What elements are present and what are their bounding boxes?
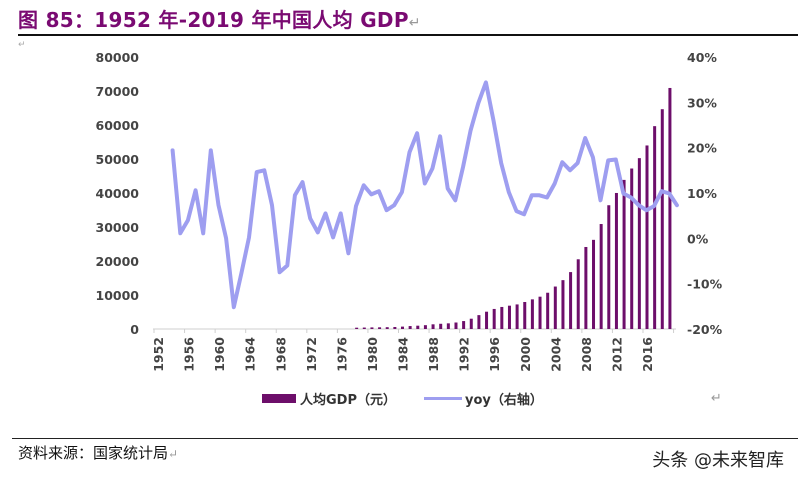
y-right-tick-label: 10% — [687, 186, 717, 201]
gdp-bar — [546, 292, 550, 329]
gdp-bar — [408, 326, 412, 329]
y-left-tick-label: 10000 — [96, 288, 140, 303]
gdp-bar — [439, 323, 443, 329]
gdp-bar — [653, 126, 657, 329]
chart-title-text: 图 85：1952 年-2019 年中国人均 GDP — [18, 8, 409, 32]
gdp-bar — [423, 325, 427, 329]
gdp-bar — [592, 239, 596, 329]
y-left-tick-label: 40000 — [96, 186, 140, 201]
x-axis: 1952 1956 1960 1964 1968 1972 1976 1980 1984 1988… — [151, 329, 675, 372]
gdp-bar — [530, 299, 534, 329]
gdp-bar — [393, 327, 397, 329]
x-tick-label: 2008 — [579, 337, 594, 372]
gdp-bar — [614, 192, 618, 329]
y-left-tick-label: 60000 — [96, 118, 140, 133]
legend: 人均GDP（元） yoy（右轴） ↵ — [262, 389, 722, 408]
paragraph-mark: ↵ — [18, 40, 26, 50]
gdp-bar — [584, 246, 588, 329]
gdp-bar — [454, 322, 458, 329]
y-right-tick-label: 30% — [687, 95, 717, 110]
x-tick-label: 1996 — [487, 337, 502, 372]
gdp-bar — [401, 326, 404, 329]
x-tick-label: 2012 — [609, 337, 624, 372]
top-rule — [18, 34, 798, 36]
x-tick-label: 1980 — [365, 337, 380, 372]
source-text: 资料来源：国家统计局 — [18, 444, 169, 462]
y-right-tick-label: -20% — [687, 322, 723, 337]
y-left-tick-label: 80000 — [96, 50, 140, 65]
x-tick-label: 1984 — [396, 337, 411, 372]
gdp-bar — [477, 315, 481, 329]
bottom-rule — [12, 438, 798, 439]
return-mark: ↵ — [710, 391, 722, 406]
gdp-bar — [645, 145, 649, 329]
x-tick-label: 1952 — [151, 337, 166, 372]
yoy-line — [170, 80, 679, 310]
x-tick-label: 1972 — [304, 337, 319, 372]
gdp-bar — [553, 286, 557, 329]
y-left-tick-label: 50000 — [96, 152, 140, 167]
gdp-bar — [431, 324, 435, 329]
legend-swatch-yoy — [424, 397, 462, 400]
legend-label-gdp: 人均GDP（元） — [300, 393, 396, 408]
gdp-bar — [622, 179, 626, 329]
y-right-tick-label: 0% — [687, 231, 709, 246]
gdp-bar — [538, 296, 542, 329]
gdp-bar — [599, 224, 603, 329]
gdp-bar — [507, 305, 511, 329]
x-tick-label: 1964 — [243, 337, 258, 372]
chart-title: 图 85：1952 年-2019 年中国人均 GDP↵ — [18, 4, 421, 33]
legend-label-yoy: yoy（右轴） — [465, 393, 543, 408]
x-tick-label: 1976 — [334, 337, 349, 372]
y-left-tick-label: 20000 — [96, 254, 140, 269]
x-tick-label: 2016 — [640, 337, 655, 372]
chart-area: 8000070000600005000040000300002000010000… — [96, 50, 723, 372]
y-left-tick-label: 0 — [130, 322, 139, 337]
return-mark: ↵ — [408, 15, 421, 31]
x-tick-label: 1960 — [212, 337, 227, 372]
gdp-bar — [607, 205, 611, 329]
x-tick-label: 1956 — [182, 337, 197, 372]
gdp-bar — [469, 318, 473, 329]
y-right-tick-label: -10% — [687, 277, 723, 292]
gdp-bar — [523, 301, 527, 329]
y-axis-left: 80000 70000 60000 50000 40000 30000 20000 10000… — [96, 50, 140, 337]
gdp-bar — [630, 168, 634, 329]
gdp-bar — [385, 327, 389, 329]
gdp-bar — [362, 327, 366, 329]
x-tick-label: 1992 — [457, 337, 472, 372]
y-left-tick-label: 70000 — [96, 84, 140, 99]
source-note: 资料来源：国家统计局↵ — [18, 442, 178, 463]
y-left-tick-label: 30000 — [96, 220, 140, 235]
gdp-bar — [462, 321, 466, 329]
x-tick-label: 2004 — [548, 337, 563, 372]
y-axis-right: 40% 30% 20% 10% 0% -10% -20% — [687, 50, 723, 337]
gdp-bar — [500, 306, 504, 329]
x-tick-label: 1968 — [273, 337, 288, 372]
x-tick-label: 2000 — [518, 337, 533, 372]
gdp-bar — [355, 327, 359, 329]
x-tick-label: 1988 — [426, 337, 441, 372]
gdp-bar — [561, 280, 565, 329]
gdp-bar — [569, 272, 573, 329]
gdp-bar — [492, 308, 496, 329]
return-mark: ↵ — [168, 447, 179, 461]
gdp-bar — [660, 109, 664, 329]
gdp-bar — [668, 87, 672, 330]
gdp-bar — [485, 311, 489, 329]
gdp-bar — [378, 327, 382, 329]
gdp-bar — [576, 259, 580, 329]
gdp-bar — [416, 325, 420, 329]
gdp-bar — [515, 304, 519, 329]
gdp-bars — [355, 87, 672, 330]
gdp-bar — [370, 327, 374, 329]
watermark: 头条 @未来智库 — [652, 450, 784, 471]
y-right-tick-label: 40% — [687, 50, 717, 65]
legend-swatch-gdp — [262, 394, 296, 403]
y-right-tick-label: 20% — [687, 141, 717, 156]
gdp-bar — [446, 323, 450, 329]
gdp-bar — [637, 158, 641, 329]
